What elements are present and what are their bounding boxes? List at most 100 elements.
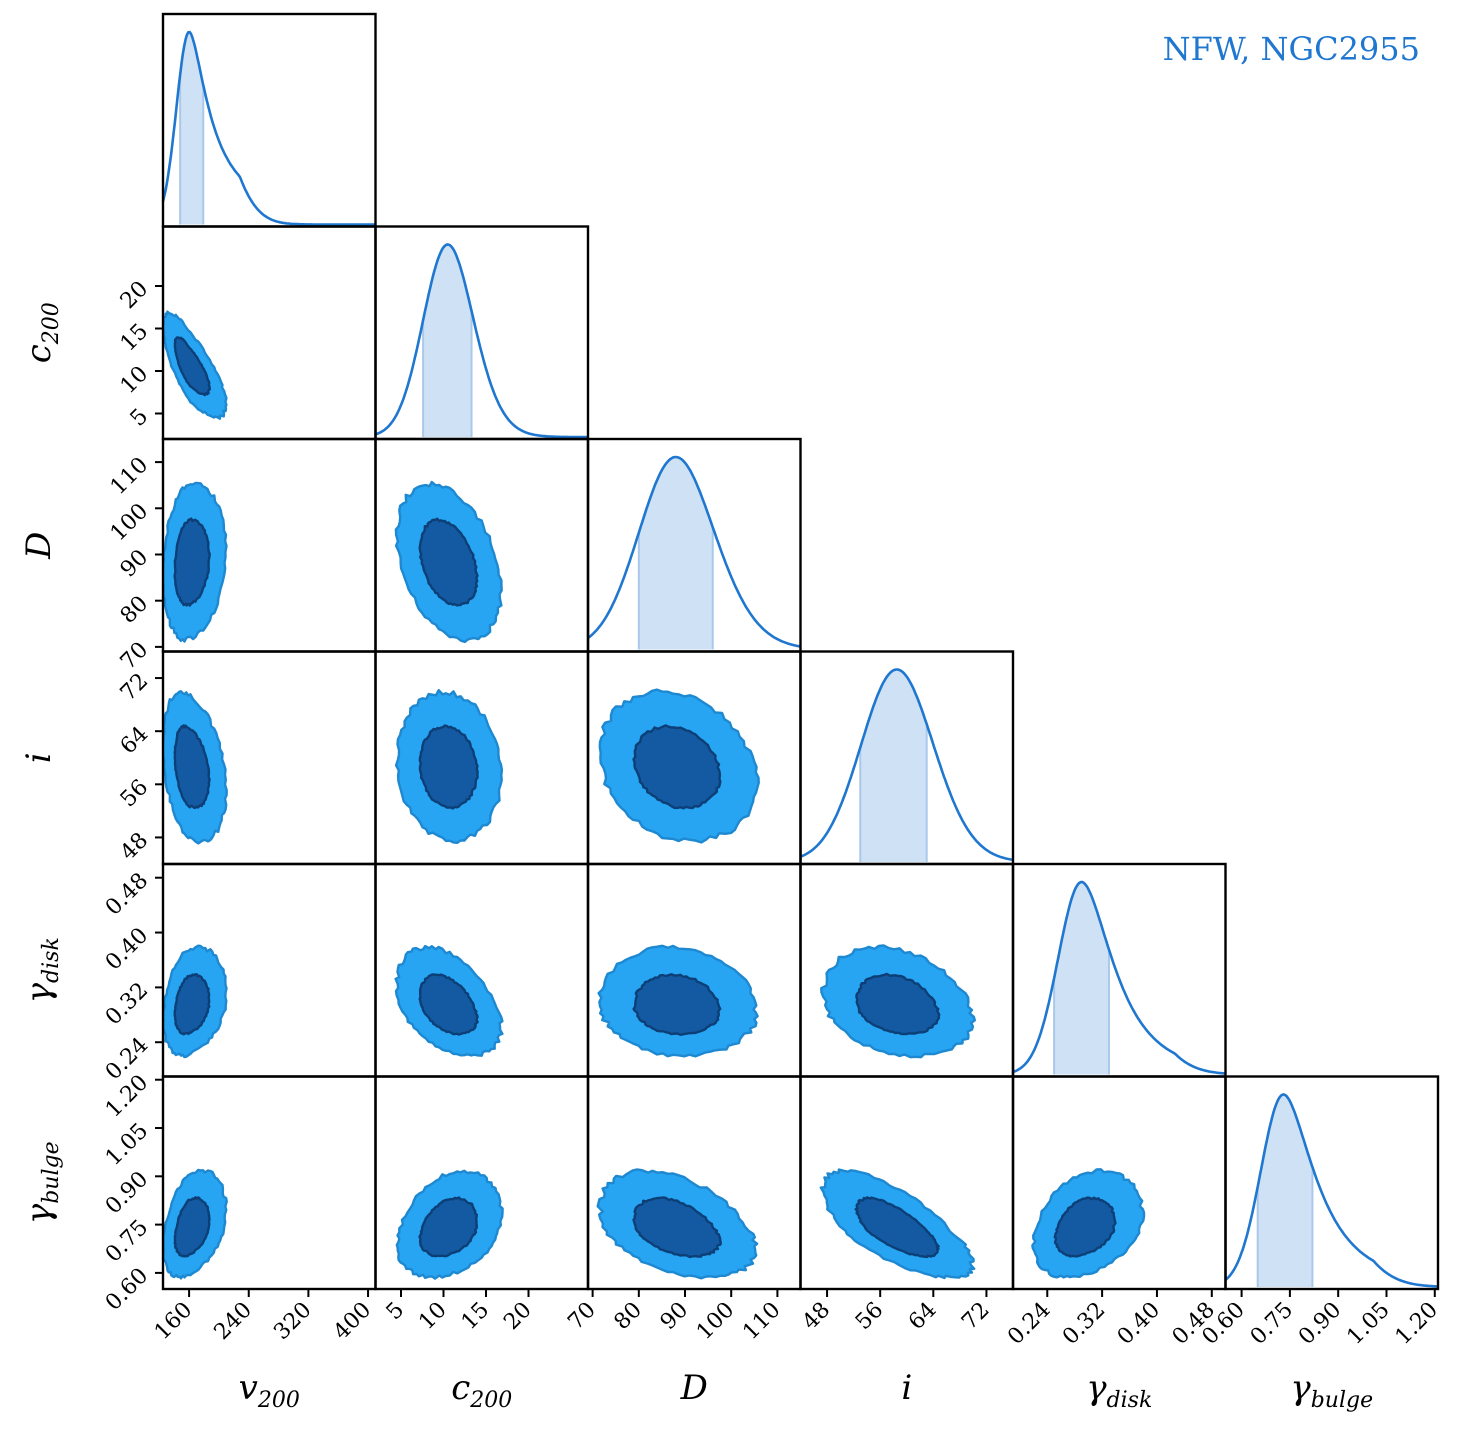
contour-inner	[418, 973, 479, 1036]
x-axis-label-gamma_disk: γdisk	[1086, 1368, 1152, 1413]
x-tick-label-v200: 400	[329, 1298, 376, 1345]
x-tick-label-v200: 320	[269, 1298, 316, 1345]
contour-group	[163, 690, 228, 845]
y-tick-label-D: 80	[116, 591, 153, 628]
contour-group	[1031, 1168, 1146, 1279]
credible-band-gamma_bulge	[1257, 1094, 1313, 1287]
y-axis-label-sub-c200: 200	[39, 302, 64, 345]
y-axis-label-sub-gamma_bulge: bulge	[39, 1141, 64, 1203]
contour-group	[394, 944, 504, 1057]
diag-panel-gamma_disk	[1011, 862, 1227, 1078]
y-tick-label-D: 100	[106, 499, 153, 546]
contour-inner	[855, 972, 941, 1036]
x-tick-label-gamma_disk: 0.32	[1058, 1298, 1110, 1350]
credible-band-gamma_disk	[1054, 882, 1109, 1075]
contour-panel-gamma_bulge-vs-D	[586, 1075, 802, 1291]
x-tick-label-gamma_bulge: 1.20	[1391, 1298, 1443, 1350]
density-line-gamma_disk	[1012, 880, 1226, 1075]
x-tick-label-gamma_bulge: 0.90	[1294, 1298, 1346, 1350]
contour-group	[394, 480, 503, 644]
x-tick-label-c200: 10	[414, 1298, 451, 1335]
contour-group	[163, 1168, 228, 1280]
x-axis-label-i: i	[901, 1368, 912, 1408]
y-tick-label-D: 110	[106, 453, 153, 500]
x-axis-label-sub-v200: 200	[257, 1388, 300, 1413]
contour-panel-D-vs-c200	[374, 437, 590, 653]
contour-panel-gamma_bulge-vs-v200	[161, 1075, 377, 1291]
x-tick-label-D: 110	[738, 1298, 785, 1345]
contour-group	[820, 944, 976, 1059]
panel-frame	[1011, 1075, 1227, 1291]
y-tick-label-c200: 10	[116, 362, 153, 399]
contour-inner	[1053, 1196, 1117, 1258]
contour-panel-i-vs-c200	[374, 650, 590, 866]
contour-inner	[632, 724, 722, 810]
x-tick-label-v200: 240	[210, 1298, 257, 1345]
y-axis-label-gamma_bulge: γbulge	[19, 1141, 64, 1224]
y-tick-label-c200: 20	[116, 277, 153, 314]
x-tick-label-i: 64	[904, 1298, 941, 1335]
y-tick-label-gamma_bulge: 0.75	[101, 1215, 153, 1267]
density-line-gamma_bulge	[1224, 1093, 1439, 1288]
contour-inner	[173, 724, 211, 810]
y-tick-label-gamma_disk: 0.48	[101, 868, 153, 920]
y-tick-label-D: 90	[116, 545, 153, 582]
x-tick-label-D: 80	[610, 1298, 647, 1335]
contour-panel-gamma_bulge-vs-c200	[374, 1075, 590, 1291]
x-tick-label-gamma_bulge: 0.75	[1246, 1298, 1298, 1350]
contour-inner	[418, 517, 479, 607]
y-tick-label-i: 56	[116, 775, 153, 812]
y-tick-label-gamma_bulge: 0.90	[101, 1167, 153, 1219]
y-axis-label-D: D	[19, 532, 59, 560]
y-axis-label-c200: c200	[19, 302, 64, 363]
density-line-D	[587, 455, 801, 648]
x-tick-label-c200: 20	[499, 1298, 536, 1335]
x-axis-label-v200: v200	[239, 1368, 300, 1413]
y-axis-label-gamma_disk: γdisk	[19, 937, 64, 1003]
x-tick-label-gamma_disk: 0.24	[1003, 1298, 1055, 1350]
contour-group	[597, 944, 759, 1058]
contour-inner	[854, 1196, 940, 1259]
contour-panel-gamma_bulge-vs-i	[799, 1075, 1015, 1291]
y-tick-label-i: 48	[116, 828, 153, 865]
x-axis-label-sub-gamma_bulge: bulge	[1311, 1388, 1373, 1413]
x-tick-label-i: 56	[851, 1298, 888, 1335]
contour-group	[819, 1168, 976, 1280]
diag-frame-c200	[374, 225, 590, 441]
y-axis-label-i: i	[19, 752, 59, 763]
x-axis-label-D: D	[680, 1368, 708, 1408]
chart-title: NFW, NGC2955	[1163, 30, 1420, 68]
density-line-i	[799, 668, 1014, 862]
y-tick-label-gamma_disk: 0.32	[101, 978, 153, 1030]
y-axis-label-sub-gamma_disk: disk	[39, 937, 64, 983]
credible-band-c200	[423, 244, 472, 437]
x-tick-label-c200: 15	[457, 1298, 494, 1335]
contour-panel-gamma_disk-vs-c200	[374, 862, 590, 1078]
contour-group	[394, 689, 504, 844]
density-line-v200	[161, 30, 376, 226]
contour-panel-gamma_disk-vs-v200	[161, 862, 377, 1078]
diag-frame-gamma_disk	[1011, 862, 1227, 1078]
contour-inner	[173, 973, 211, 1036]
y-tick-label-gamma_disk: 0.40	[101, 923, 153, 975]
contour-panel-i-vs-D	[586, 650, 802, 866]
x-tick-label-D: 70	[563, 1298, 600, 1335]
diag-panel-c200	[374, 225, 590, 441]
contour-panel-i-vs-v200	[161, 650, 377, 866]
x-axis-label-c200: c200	[451, 1368, 512, 1413]
y-tick-label-gamma_bulge: 1.20	[101, 1070, 153, 1122]
contour-inner	[632, 973, 722, 1036]
x-tick-label-i: 48	[798, 1298, 835, 1335]
contour-panel-gamma_disk-vs-D	[586, 862, 802, 1078]
x-tick-label-gamma_disk: 0.40	[1113, 1298, 1165, 1350]
y-tick-label-c200: 5	[126, 404, 154, 432]
contour-group	[598, 688, 760, 844]
contour-inner	[173, 1196, 211, 1258]
diag-panel-gamma_bulge	[1224, 1075, 1440, 1291]
y-tick-label-gamma_bulge: 1.05	[101, 1119, 153, 1171]
contour-inner	[418, 1196, 478, 1258]
contour-inner	[173, 336, 211, 397]
y-tick-label-i: 72	[116, 669, 153, 706]
